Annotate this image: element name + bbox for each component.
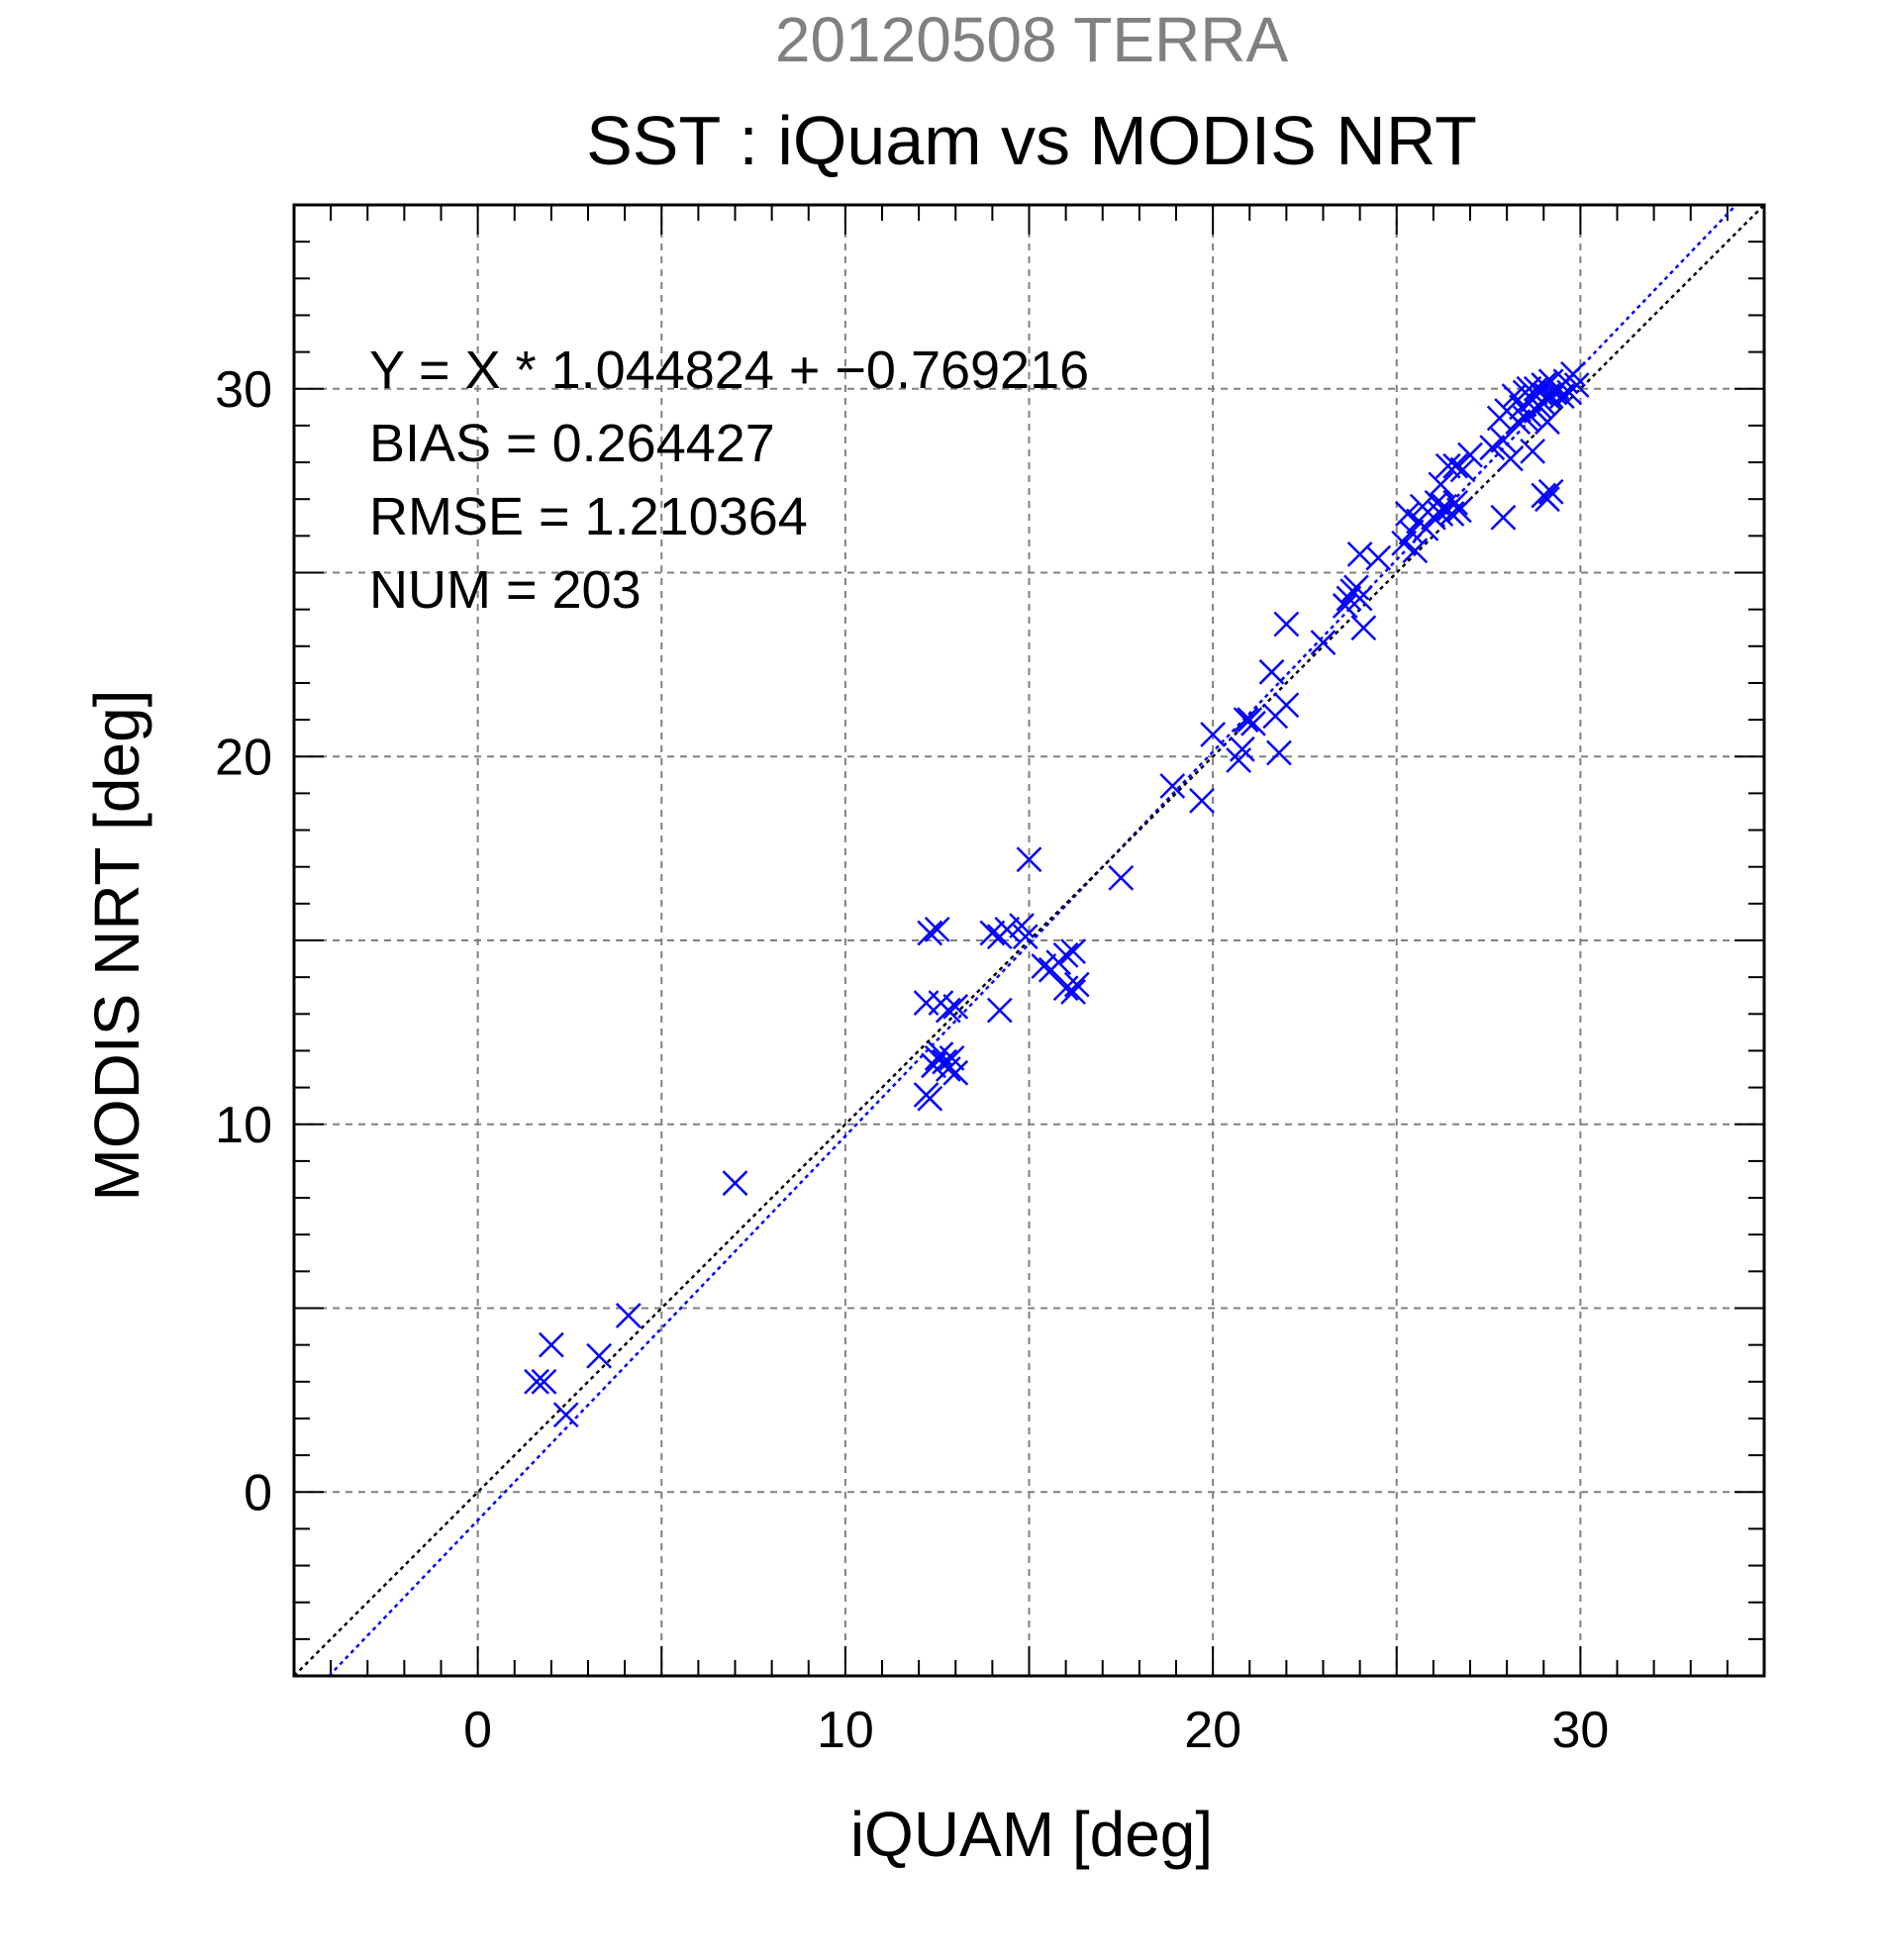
grid-lines xyxy=(294,205,1764,1676)
chart-title: SST : iQuam vs MODIS NRT xyxy=(586,102,1477,179)
chart-subtitle: 20120508 TERRA xyxy=(775,4,1289,75)
data-point xyxy=(1159,773,1186,799)
x-tick-label: 0 xyxy=(463,1702,492,1759)
data-point xyxy=(1052,941,1079,968)
y-axis-label: MODIS NRT [deg] xyxy=(81,690,152,1202)
data-point xyxy=(1310,630,1336,655)
data-point xyxy=(1016,846,1042,873)
data-point xyxy=(939,1044,965,1071)
data-point xyxy=(1233,707,1259,733)
data-point xyxy=(1490,427,1517,453)
data-point xyxy=(1336,585,1362,612)
data-point xyxy=(979,920,1006,946)
stats-line: Y = X * 1.044824 + −0.769216 xyxy=(369,341,1089,400)
data-point xyxy=(1457,441,1483,468)
x-axis-label: iQUAM [deg] xyxy=(850,1799,1213,1870)
data-point xyxy=(1012,924,1039,950)
y-tick-label: 0 xyxy=(244,1464,272,1521)
stats-line: RMSE = 1.210364 xyxy=(369,487,808,546)
data-point xyxy=(586,1342,613,1369)
data-point xyxy=(531,1368,557,1395)
data-point xyxy=(1346,541,1373,567)
data-point xyxy=(994,916,1021,942)
data-point xyxy=(924,916,950,942)
data-point xyxy=(942,993,969,1020)
data-point xyxy=(1200,722,1227,747)
data-point xyxy=(1563,372,1590,398)
data-point xyxy=(1490,504,1517,531)
stats-annotations: Y = X * 1.044824 + −0.769216 BIAS = 0.264… xyxy=(369,341,1089,620)
data-point xyxy=(615,1303,642,1328)
x-tick-label: 30 xyxy=(1551,1702,1609,1759)
tick-labels: 0 10 20 30 0 10 20 30 xyxy=(215,361,1609,1759)
data-point xyxy=(1497,445,1524,472)
x-tick-label: 20 xyxy=(1184,1702,1241,1759)
data-point xyxy=(935,997,961,1024)
data-point xyxy=(1548,383,1575,410)
data-point xyxy=(1031,953,1057,979)
data-point xyxy=(1229,735,1255,762)
data-point xyxy=(1060,938,1086,965)
data-point xyxy=(1258,658,1285,685)
y-tick-label: 30 xyxy=(215,361,272,419)
data-point xyxy=(1060,979,1086,1005)
data-point xyxy=(524,1368,549,1395)
stats-line: BIAS = 0.264427 xyxy=(369,414,775,473)
axis-ticks xyxy=(294,205,1764,1676)
data-point xyxy=(1189,787,1215,814)
x-tick-label: 10 xyxy=(817,1702,874,1759)
plot-frame xyxy=(292,203,1766,1678)
data-point xyxy=(917,1085,943,1112)
data-point xyxy=(986,997,1013,1024)
data-point xyxy=(552,1402,579,1428)
data-point xyxy=(913,990,940,1017)
data-points xyxy=(524,361,1590,1428)
stats-line: NUM = 203 xyxy=(369,560,642,620)
data-point xyxy=(1534,409,1560,436)
data-point xyxy=(1063,971,1090,998)
data-point xyxy=(1266,739,1292,766)
y-tick-label: 20 xyxy=(215,729,272,786)
data-point xyxy=(942,1059,969,1086)
data-point xyxy=(1449,456,1476,483)
y-tick-label: 10 xyxy=(215,1097,272,1154)
data-point xyxy=(1350,615,1377,641)
data-point xyxy=(1273,611,1300,637)
data-point xyxy=(917,920,943,946)
data-point xyxy=(1332,593,1358,619)
data-point xyxy=(1442,490,1469,516)
data-point xyxy=(1108,864,1135,891)
data-point xyxy=(538,1331,564,1358)
data-point xyxy=(1273,692,1300,719)
data-point xyxy=(1537,478,1564,505)
data-point xyxy=(1442,452,1469,479)
data-point xyxy=(1435,452,1461,479)
data-point xyxy=(1428,471,1454,498)
data-point xyxy=(1402,538,1429,564)
data-point xyxy=(1534,486,1560,513)
data-point xyxy=(1240,710,1266,736)
data-point xyxy=(1346,585,1373,612)
data-point xyxy=(722,1170,748,1197)
data-point xyxy=(1520,439,1545,464)
data-point xyxy=(1391,530,1418,556)
data-point xyxy=(1505,409,1532,436)
data-point xyxy=(1445,497,1472,524)
data-point xyxy=(1479,435,1506,461)
data-point xyxy=(1365,544,1392,571)
